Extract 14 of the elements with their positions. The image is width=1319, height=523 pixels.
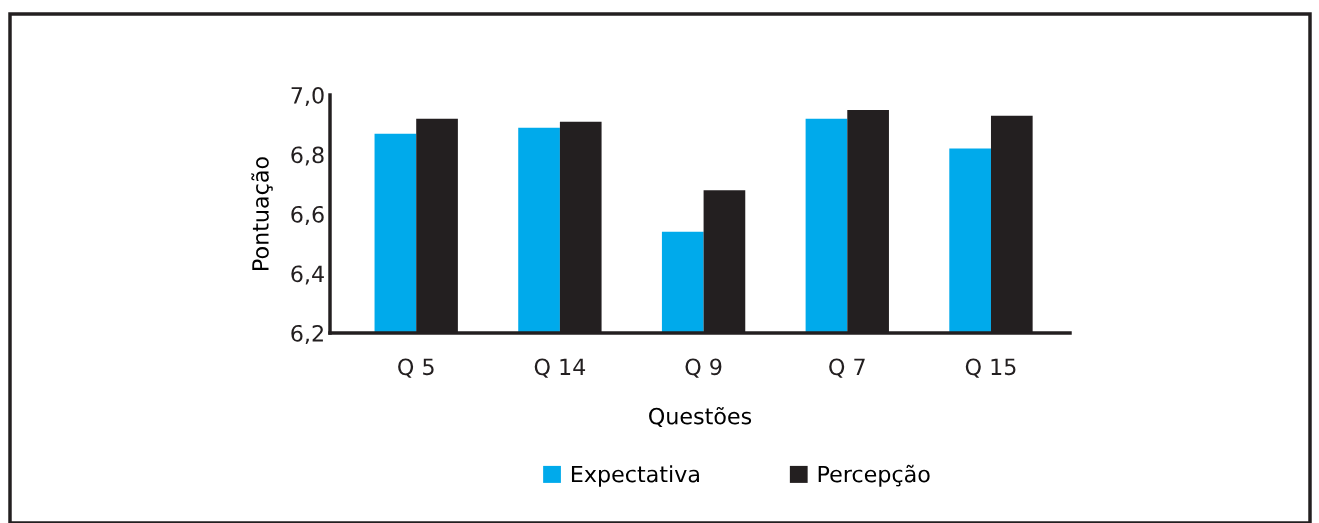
x-axis-title: Questões (649, 406, 752, 428)
y-tick-label: 6,6 (291, 205, 324, 226)
y-tick-label: 6,2 (291, 324, 323, 345)
y-tick-label: 6,8 (291, 146, 324, 166)
x-tick-label: Q 5 (398, 358, 434, 378)
x-tick-label: Q 15 (965, 358, 1016, 378)
legend-label: Percepção (818, 464, 930, 487)
x-tick-label: Q 7 (829, 358, 865, 378)
y-axis-title: Pontuação (251, 157, 273, 270)
legend-label: Expectativa (571, 465, 699, 487)
x-tick-label: Q 9 (685, 358, 722, 378)
x-tick-label: Q 14 (534, 358, 586, 378)
y-tick-label: 6,4 (291, 265, 324, 285)
y-tick-label: 7,0 (291, 86, 324, 107)
